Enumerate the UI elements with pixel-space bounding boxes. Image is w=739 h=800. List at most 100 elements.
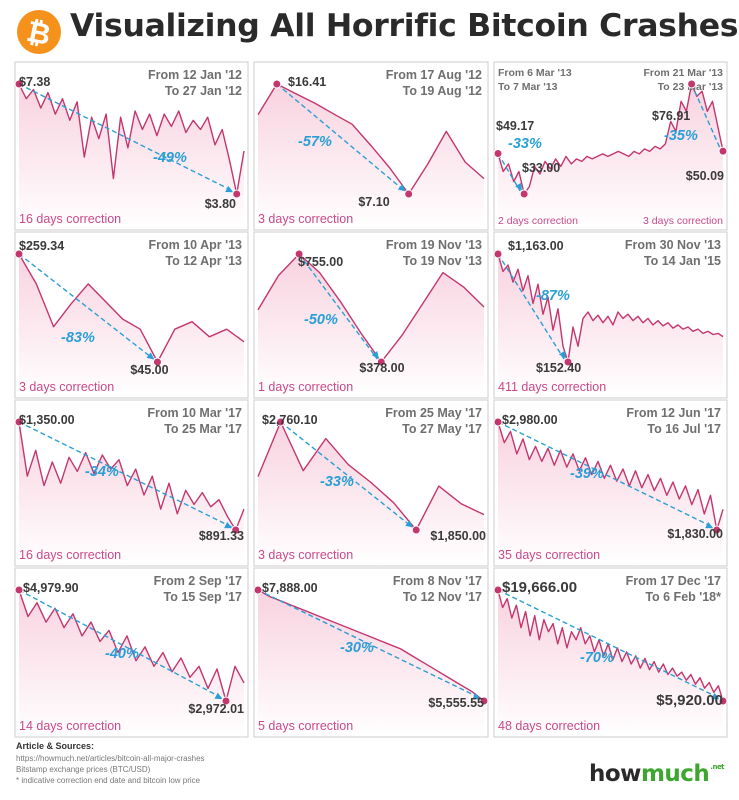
date-to: To 25 Mar '17 — [164, 422, 242, 436]
percent-change: -34% — [85, 464, 119, 480]
trend-arrow-head — [225, 185, 234, 193]
correction-label: 411 days correction — [498, 380, 606, 394]
chart-panel: $259.34 $45.00 -83% From 10 Apr '13 To 12 Ap… — [14, 231, 249, 399]
start-point — [493, 417, 503, 427]
start-point — [14, 249, 24, 259]
chart-panel: $16.41 $7.10 -57% From 17 Aug '12 To 19 Aug … — [253, 61, 489, 231]
series-group — [497, 589, 724, 737]
end-price-label: $1,830.00 — [667, 527, 723, 541]
date-from: From 17 Aug '12 — [386, 68, 482, 82]
percent-change: -83% — [61, 330, 95, 346]
correction-label: 14 days correction — [19, 719, 121, 733]
chart-panel: $4,979.90 $2,972.01 -40% From 2 Sep '17 To 1… — [14, 567, 249, 738]
trend-arrow-line — [298, 253, 378, 360]
start-point — [14, 585, 24, 595]
chart-panel: $1,163.00 $152.40 -87% From 30 Nov '13 To 14… — [493, 231, 728, 399]
chart-panel: $2,760.10 $1,850.00 -33% From 25 May '17 To … — [253, 399, 489, 567]
source-note: * indicative correction end date and bit… — [16, 776, 201, 785]
correction-label: 48 days correction — [498, 719, 600, 733]
price-area — [19, 84, 244, 230]
series-group — [18, 83, 245, 230]
end-point — [152, 357, 162, 367]
date-to: To 27 May '17 — [402, 422, 482, 436]
date-from: From 10 Mar '17 — [147, 406, 242, 420]
header: ₿ Visualizing All Horrific Bitcoin Crash… — [0, 0, 739, 62]
trend-arrow-line — [18, 589, 223, 699]
end-point — [563, 357, 573, 367]
start-price-label: $2,760.10 — [262, 413, 318, 427]
start-price-label: $19,666.00 — [502, 579, 577, 596]
percent-change: -30% — [340, 640, 374, 656]
price-line — [257, 589, 485, 702]
end-price-label: $3.80 — [205, 197, 236, 211]
logo-net: .net — [710, 763, 725, 771]
trend-arrow-head — [224, 521, 233, 529]
logo-how: how — [589, 761, 641, 787]
trend-arrow-head — [146, 352, 155, 360]
panel-border — [493, 399, 728, 567]
end-price-label: $891.33 — [199, 529, 244, 543]
price-line — [257, 421, 485, 531]
end-price-label: $33.00 — [522, 161, 560, 175]
start-price-label: $755.00 — [298, 255, 343, 269]
page-title: Visualizing All Horrific Bitcoin Crashes — [70, 8, 739, 44]
logo-much: much — [640, 761, 710, 787]
bitcoin-icon: ₿ — [17, 10, 61, 54]
series-group — [497, 253, 724, 398]
start-price-label: $16.41 — [288, 75, 326, 89]
date-from: From 10 Apr '13 — [148, 238, 242, 252]
price-line — [18, 253, 245, 363]
start-point — [276, 417, 286, 427]
trend-arrow-line — [276, 83, 406, 192]
end-point — [718, 696, 728, 706]
howmuch-logo: howmuch.net — [589, 761, 725, 787]
series-group — [257, 83, 485, 230]
trend-arrow-head — [214, 692, 223, 700]
price-area — [19, 590, 244, 737]
sources-title: Article & Sources: — [16, 741, 95, 751]
date-from: From 2 Sep '17 — [154, 574, 242, 588]
trend-arrow-line — [497, 153, 521, 192]
end-price-label: $5,555.55 — [428, 696, 484, 710]
trend-arrow-head — [558, 350, 566, 359]
end-point — [411, 525, 421, 535]
price-area — [498, 590, 723, 737]
price-line — [18, 83, 245, 195]
price-area — [258, 254, 484, 398]
date-to: To 14 Jan '15 — [644, 254, 721, 268]
date-to: To 27 Jan '12 — [165, 84, 242, 98]
percent-change: -33% — [320, 474, 354, 490]
percent-change-2: -35% — [664, 128, 698, 144]
end-point — [221, 696, 231, 706]
start-point — [272, 79, 282, 89]
start-point — [253, 585, 263, 595]
date-to: To 6 Feb '18* — [645, 590, 721, 604]
date-from: From 19 Nov '13 — [386, 238, 482, 252]
end-price-label: $2,972.01 — [188, 702, 244, 716]
percent-change: -39% — [570, 466, 604, 482]
date-to: To 15 Sep '17 — [164, 590, 243, 604]
end-price-label: $1,850.00 — [430, 529, 486, 543]
date-to: To 19 Aug '12 — [403, 84, 482, 98]
percent-change: -50% — [304, 312, 338, 328]
panel-border — [253, 231, 489, 399]
panel-border — [493, 567, 728, 738]
trend-arrow-line — [280, 421, 413, 528]
end-price-label: $7.10 — [358, 195, 389, 209]
price-line — [257, 253, 485, 363]
panel-border — [14, 61, 249, 231]
date-to: To 16 Jul '17 — [647, 422, 721, 436]
panel-border — [253, 399, 489, 567]
start-price-label: $1,163.00 — [508, 239, 564, 253]
panel-border — [493, 61, 728, 231]
percent-change: -70% — [580, 650, 614, 666]
series-group — [257, 253, 485, 398]
series-group — [18, 253, 245, 398]
panel-border — [14, 231, 249, 399]
date-from: From 25 May '17 — [385, 406, 482, 420]
correction-label: 35 days correction — [498, 548, 600, 562]
chart-panel: $2,980.00 $1,830.00 -39% From 12 Jun '17 To … — [493, 399, 728, 567]
start-price-label: $1,350.00 — [19, 413, 75, 427]
correction-label: 5 days correction — [258, 719, 353, 733]
